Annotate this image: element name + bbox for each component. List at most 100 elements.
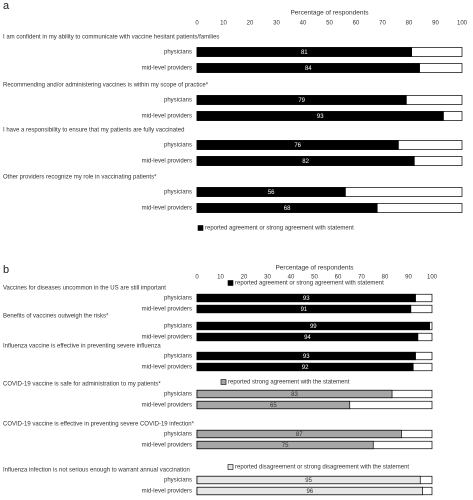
bar — [196, 429, 402, 439]
value-label: 95 — [305, 478, 312, 484]
category-label: physicians — [164, 143, 192, 149]
bar — [196, 332, 419, 342]
category-label: physicians — [164, 50, 192, 56]
statement: Benefits of vaccines outweigh the risks* — [3, 314, 109, 320]
x-tick-label: 90 — [432, 21, 439, 27]
statement: Vaccines for diseases uncommon in the US… — [3, 286, 166, 292]
x-axis-label: Percentage of respondents — [290, 10, 369, 17]
category-label: physicians — [164, 478, 192, 484]
value-label: 68 — [284, 206, 291, 212]
value-label: 56 — [268, 190, 275, 196]
legend-label: reported disagreement or strong disagree… — [235, 465, 409, 471]
category-label: physicians — [164, 392, 192, 398]
bar — [196, 293, 416, 303]
legend-label: reported agreement or strong agreement w… — [235, 281, 384, 287]
x-tick-label: 40 — [288, 275, 295, 281]
x-tick-label: 70 — [379, 21, 386, 27]
value-label: 82 — [302, 159, 309, 165]
x-tick-label: 100 — [427, 275, 438, 281]
legend-label: reported strong agreement with the state… — [228, 380, 350, 386]
bar — [196, 156, 415, 166]
value-label: 94 — [304, 335, 311, 341]
category-label: mid-level providers — [142, 403, 192, 409]
category-label: physicians — [164, 296, 192, 302]
category-label: mid-level providers — [142, 489, 192, 495]
x-tick-label: 70 — [358, 275, 365, 281]
statement: COVID-19 vaccine is safe for administrat… — [3, 382, 161, 388]
value-label: 93 — [303, 296, 310, 302]
bar — [196, 475, 421, 485]
bar — [196, 47, 412, 57]
category-label: physicians — [164, 432, 192, 438]
value-label: 93 — [317, 114, 324, 120]
bar — [196, 351, 416, 361]
bar — [196, 111, 444, 121]
x-tick-label: 80 — [406, 21, 413, 27]
statement: Influenza infection is not serious enoug… — [3, 468, 190, 474]
category-label: mid-level providers — [142, 307, 192, 313]
category-label: physicians — [164, 324, 192, 330]
value-label: 96 — [306, 489, 313, 495]
statement: Recommending and/or administering vaccin… — [3, 83, 209, 89]
panel-label: a — [3, 0, 10, 12]
x-tick-label: 0 — [195, 275, 199, 281]
statement: COVID-19 vaccine is effective in prevent… — [3, 422, 195, 428]
x-tick-label: 40 — [300, 21, 307, 27]
bar — [196, 63, 420, 73]
value-label: 65 — [270, 403, 277, 409]
statement: I am confident in my ability to communic… — [3, 35, 219, 41]
x-tick-label: 20 — [241, 275, 248, 281]
legend-swatch — [197, 225, 204, 231]
legend-swatch — [220, 379, 227, 385]
category-label: mid-level providers — [142, 443, 192, 449]
x-tick-label: 30 — [273, 21, 280, 27]
x-tick-label: 30 — [264, 275, 271, 281]
x-tick-label: 0 — [195, 21, 199, 27]
bar — [196, 304, 412, 314]
bar — [196, 400, 351, 410]
x-tick-label: 10 — [217, 275, 224, 281]
legend-swatch — [227, 464, 234, 470]
bar — [196, 321, 430, 331]
panel-label: b — [3, 264, 9, 276]
legend-swatch — [227, 280, 234, 286]
value-label: 75 — [282, 443, 289, 449]
legend-label: reported agreement or strong agreement w… — [205, 226, 354, 232]
bar — [196, 187, 346, 197]
category-label: mid-level providers — [142, 206, 192, 212]
statement: Other providers recognize my role in vac… — [3, 175, 157, 181]
statement: I have a responsibility to ensure that m… — [3, 128, 184, 134]
x-tick-label: 10 — [220, 21, 227, 27]
category-label: mid-level providers — [142, 365, 192, 371]
value-label: 84 — [305, 66, 312, 72]
x-tick-label: 90 — [405, 275, 412, 281]
x-tick-label: 50 — [311, 275, 318, 281]
value-label: 81 — [301, 50, 308, 56]
x-tick-label: 20 — [247, 21, 254, 27]
bar — [196, 486, 423, 496]
bar — [196, 140, 399, 150]
category-label: mid-level providers — [142, 159, 192, 165]
x-tick-label: 60 — [353, 21, 360, 27]
bar — [196, 440, 374, 450]
bar — [196, 95, 407, 105]
x-tick-label: 80 — [382, 275, 389, 281]
statement: Influenza vaccine is effective in preven… — [3, 344, 161, 350]
category-label: mid-level providers — [142, 66, 192, 72]
category-label: physicians — [164, 190, 192, 196]
x-tick-label: 60 — [335, 275, 342, 281]
category-label: physicians — [164, 98, 192, 104]
bar — [196, 362, 414, 372]
value-label: 91 — [301, 307, 308, 313]
category-label: mid-level providers — [142, 114, 192, 120]
value-label: 93 — [303, 354, 310, 360]
bar — [196, 389, 393, 399]
x-tick-label: 50 — [326, 21, 333, 27]
x-tick-label: 100 — [457, 21, 468, 27]
value-label: 79 — [298, 98, 305, 104]
value-label: 92 — [302, 365, 309, 371]
value-label: 99 — [310, 324, 317, 330]
value-label: 83 — [291, 392, 298, 398]
category-label: physicians — [164, 354, 192, 360]
